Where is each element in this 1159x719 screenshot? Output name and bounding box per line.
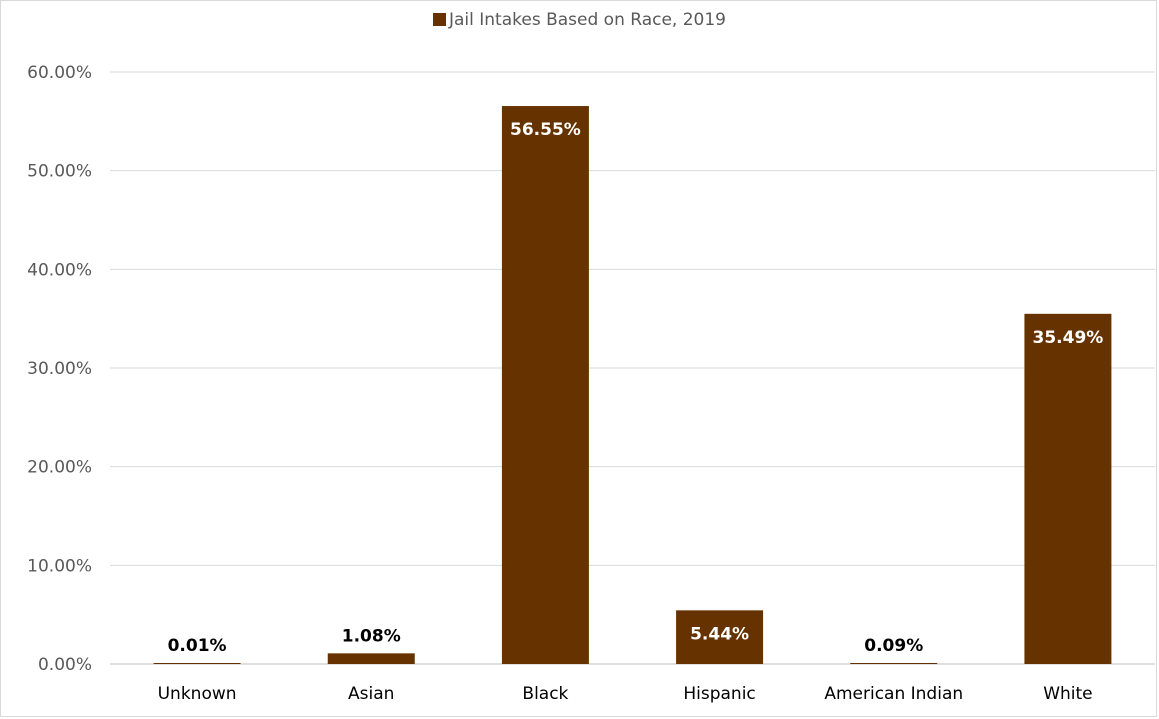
y-tick-label: 10.00% [27,556,92,576]
y-tick-label: 50.00% [27,162,92,182]
y-tick-label: 60.00% [27,63,92,83]
legend-swatch [432,13,446,26]
y-tick-label: 0.00% [38,655,92,675]
data-label: 0.01% [168,636,227,656]
x-tick-label: Black [522,684,568,704]
data-label: 1.08% [342,626,401,646]
x-tick-label: Hispanic [683,684,755,704]
legend-label: Jail Intakes Based on Race, 2019 [448,10,726,30]
y-tick-label: 20.00% [27,458,92,478]
data-label: 56.55% [510,120,581,140]
legend: Jail Intakes Based on Race, 2019 [0,9,1159,31]
y-tick-label: 30.00% [27,359,92,379]
bar [327,653,415,664]
data-label: 35.49% [1033,328,1104,348]
y-tick-label: 40.00% [27,260,92,280]
x-tick-label: American Indian [824,684,963,704]
x-tick-label: Unknown [158,684,237,704]
data-label: 5.44% [690,624,749,644]
bar [501,106,589,665]
bar [1024,313,1112,664]
x-tick-label: White [1043,684,1092,704]
bar [850,663,938,664]
x-tick-label: Asian [348,684,394,704]
bar [153,663,241,664]
bar [676,610,764,664]
data-label: 0.09% [864,636,923,656]
